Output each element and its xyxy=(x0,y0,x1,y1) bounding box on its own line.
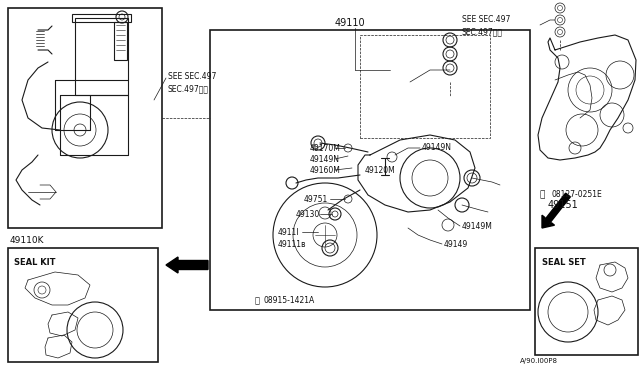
Text: 49170M: 49170M xyxy=(310,144,341,153)
Text: 4911I: 4911I xyxy=(278,228,300,237)
Text: 08915-1421A: 08915-1421A xyxy=(264,296,316,305)
Text: Ⓑ: Ⓑ xyxy=(540,190,545,199)
Text: SEE SEC.497: SEE SEC.497 xyxy=(462,15,510,24)
Text: 49110: 49110 xyxy=(335,18,365,28)
Text: 49149N: 49149N xyxy=(310,155,340,164)
Text: 49149M: 49149M xyxy=(462,222,493,231)
Text: 49151: 49151 xyxy=(548,200,579,210)
Text: 49120M: 49120M xyxy=(365,166,396,175)
Text: 49160M: 49160M xyxy=(310,166,341,175)
FancyArrow shape xyxy=(543,193,570,225)
FancyArrow shape xyxy=(166,257,208,273)
Text: 49111ʙ: 49111ʙ xyxy=(278,240,307,249)
Text: 49110K: 49110K xyxy=(10,236,45,245)
Text: 49149: 49149 xyxy=(444,240,468,249)
FancyArrow shape xyxy=(542,215,554,228)
Text: Ⓜ: Ⓜ xyxy=(255,296,260,305)
Text: 49751: 49751 xyxy=(304,195,328,204)
Text: 49149N: 49149N xyxy=(422,143,452,152)
Text: SEC.497参図: SEC.497参図 xyxy=(462,27,503,36)
Text: SEAL SET: SEAL SET xyxy=(542,258,586,267)
Text: 49130: 49130 xyxy=(296,210,320,219)
Text: SEC.497参図: SEC.497参図 xyxy=(168,84,209,93)
Text: A/90.I00P8: A/90.I00P8 xyxy=(520,358,558,364)
Text: SEE SEC.497: SEE SEC.497 xyxy=(168,72,216,81)
Text: SEAL KIT: SEAL KIT xyxy=(14,258,56,267)
Text: 08127-0251E: 08127-0251E xyxy=(552,190,603,199)
